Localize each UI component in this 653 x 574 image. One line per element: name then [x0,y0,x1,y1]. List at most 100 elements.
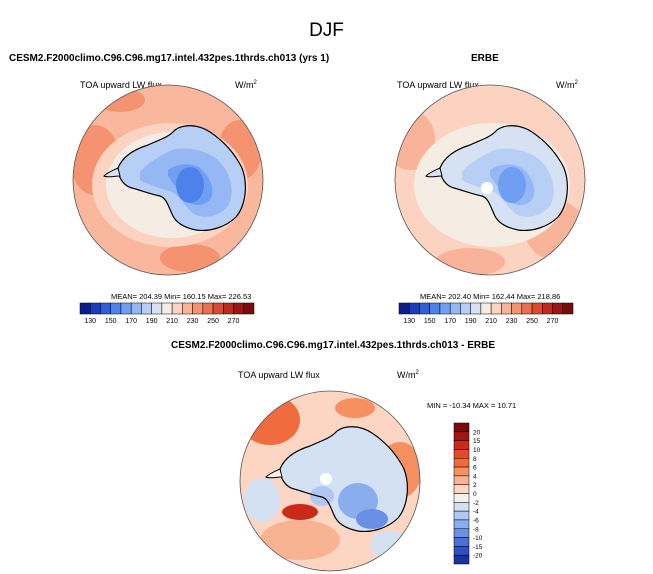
colorbar-swatch [453,493,470,503]
colorbar-swatch [470,302,482,315]
colorbar-label: 150 [105,318,117,325]
colorbar-label: 8 [473,456,477,463]
colorbar-swatch [408,302,420,315]
colorbar-label: -6 [473,517,479,524]
panel3-stats: MIN = -10.34 MAX = 10.71 [427,401,517,410]
panel2-colorbar: 130 150 170 190 210 230 250 270 [398,302,574,325]
panel1-map [73,85,263,275]
colorbar-swatch [552,302,564,315]
colorbar-swatch [202,302,214,315]
colorbar-swatch [110,302,122,315]
colorbar-swatch [120,302,132,315]
colorbar-swatch [453,449,470,459]
colorbar-swatch [453,422,470,433]
colorbar-swatch [130,302,142,315]
colorbar-label: 10 [473,447,481,454]
colorbar-label: 15 [473,438,481,445]
colorbar-swatch [453,466,470,477]
colorbar-swatch [212,302,224,315]
colorbar-swatch [453,484,470,494]
colorbar-swatch [171,302,183,315]
panel1-stats: MEAN= 204.39 Min= 160.15 Max= 226.53 [111,292,252,301]
colorbar-swatch [449,302,461,315]
colorbar-swatch [562,302,574,315]
colorbar-swatch [460,302,471,315]
colorbar-label: 170 [444,318,456,325]
colorbar-swatch [79,302,91,315]
colorbar-label: 210 [485,318,497,325]
pole-mask [320,473,332,485]
colorbar-swatch [233,302,245,315]
panel1-title: CESM2.F2000climo.C96.C96.mg17.intel.432p… [9,53,330,64]
pole-mask [481,182,493,194]
colorbar-swatch [480,302,492,315]
colorbar-swatch [429,302,441,315]
colorbar-label: -15 [473,544,483,551]
colorbar-swatch [453,458,470,468]
colorbar-label: -4 [473,509,479,516]
colorbar-swatch [192,302,204,315]
colorbar-label: -2 [473,500,479,507]
colorbar-swatch [542,302,553,315]
colorbar-label: 0 [473,491,477,498]
panel3-variable: TOA upward LW flux [238,370,320,380]
colorbar-swatch [453,537,470,547]
colorbar-label: 250 [207,318,219,325]
panel1-colorbar: 130 150 170 190 210 230 250 270 [79,302,255,325]
colorbar-label: 230 [506,318,518,325]
colorbar-swatch [243,302,255,315]
colorbar-label: 2 [473,482,477,489]
colorbar-swatch [501,302,512,315]
colorbar-swatch [453,502,470,512]
colorbar-label: 6 [473,465,477,472]
colorbar-swatch [161,302,173,315]
colorbar-swatch [453,546,470,556]
colorbar-swatch [141,302,152,315]
colorbar-swatch [182,302,193,315]
colorbar-label: 150 [424,318,436,325]
colorbar-swatch [89,302,101,315]
colorbar-label: -10 [473,535,483,542]
colorbar-label: -8 [473,526,479,533]
panel1-units: W/m2 [235,80,257,90]
colorbar-swatch [531,302,543,315]
colorbar-swatch [453,440,470,450]
colorbar-swatch [453,431,470,441]
colorbar-swatch [453,554,470,565]
panel2-units: W/m2 [556,80,578,90]
colorbar-swatch [398,302,410,315]
panel2-stats: MEAN= 202.40 Min= 162.44 Max= 218.86 [420,292,561,301]
panel3-title: CESM2.F2000climo.C96.C96.mg17.intel.432p… [171,340,496,351]
colorbar-label: 270 [228,318,240,325]
colorbar-swatch [100,302,111,315]
colorbar-swatch [490,302,502,315]
panel2-map [395,85,585,275]
colorbar-label: 190 [465,318,477,325]
colorbar-swatch [453,475,470,485]
colorbar-label: 190 [146,318,158,325]
panel2-variable: TOA upward LW flux [397,80,479,90]
panel1-variable: TOA upward LW flux [80,80,162,90]
colorbar-label: 130 [403,318,415,325]
colorbar-label: 230 [187,318,199,325]
colorbar-swatch [453,510,470,521]
colorbar-swatch [521,302,533,315]
colorbar-swatch [453,519,470,529]
colorbar-swatch [453,528,470,538]
colorbar-label: -20 [473,553,483,560]
colorbar-label: 130 [84,318,96,325]
colorbar-label: 250 [526,318,538,325]
colorbar-label: 170 [125,318,137,325]
colorbar-swatch [439,302,451,315]
figure-title: DJF [309,20,344,41]
panel3-units: W/m2 [397,370,419,380]
colorbar-label: 20 [473,429,481,436]
panel3-map [240,391,420,571]
colorbar-label: 210 [166,318,178,325]
colorbar-swatch [511,302,523,315]
colorbar-label: 270 [547,318,559,325]
colorbar-swatch [419,302,430,315]
colorbar-swatch [223,302,234,315]
